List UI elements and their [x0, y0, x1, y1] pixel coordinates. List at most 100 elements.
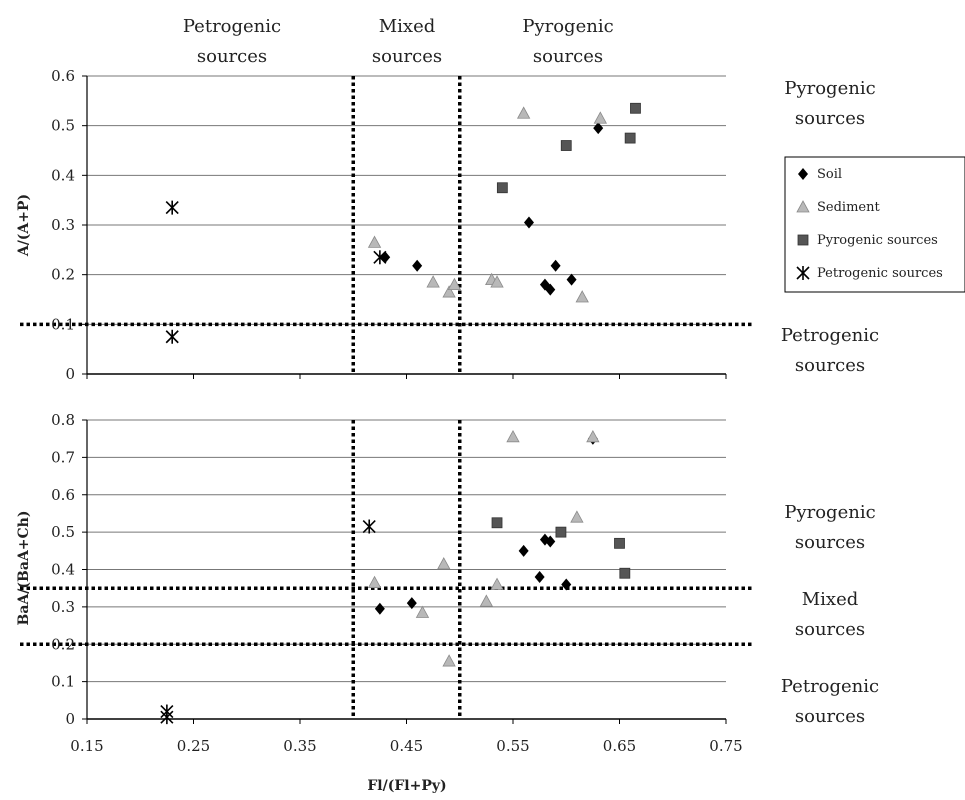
- bottom-y-tick-label: 0.2: [51, 635, 75, 653]
- bottom-point-square: [619, 567, 631, 579]
- header-petrogenic-line2: sources: [197, 46, 267, 67]
- bottom-point-triangle: [367, 575, 382, 588]
- bottom-mixed-label-line2: sources: [795, 619, 865, 640]
- x-axis-label: Fl/(Fl+Py): [367, 778, 446, 794]
- bottom-petrogenic-label-line1: Petrogenic: [781, 676, 879, 697]
- top-thresholds: [20, 76, 752, 374]
- top-petrogenic-label-line1: Petrogenic: [781, 325, 879, 346]
- bottom-point-asterisk: [362, 519, 376, 534]
- x-tick-label: 0.45: [390, 737, 423, 755]
- top-point-asterisk: [373, 250, 387, 265]
- bottom-point-square: [491, 517, 503, 529]
- top-point-square: [560, 140, 572, 151]
- bottom-point-diamond: [518, 544, 529, 557]
- top-panel: 0 0.1 0.2 0.3 0.4 0.5 0.6 A/(A+P): [16, 67, 752, 383]
- bottom-x-ticks: 0.15 0.25 0.35 0.45 0.55 0.65 0.75: [70, 719, 743, 755]
- top-point-square: [630, 102, 641, 114]
- bottom-point-triangle: [506, 429, 520, 443]
- header-labels: Petrogenic sources Mixed sources Pyrogen…: [183, 16, 614, 67]
- legend-label: Soil: [817, 167, 842, 182]
- bottom-petrogenic-label-line2: sources: [795, 706, 865, 727]
- bottom-point-asterisk: [160, 710, 174, 725]
- bottom-point-diamond: [534, 570, 545, 583]
- top-y-tick-label: 0.4: [51, 166, 75, 184]
- top-point-diamond: [566, 273, 577, 286]
- bottom-point-diamond: [545, 535, 556, 548]
- bottom-point-triangle: [479, 594, 494, 607]
- bottom-y-tick-label: 0.4: [51, 561, 75, 579]
- bottom-y-tick-label: 0.1: [51, 673, 75, 691]
- bottom-pyrogenic-label-line2: sources: [795, 532, 865, 553]
- legend-box: [784, 156, 965, 293]
- x-tick-label: 0.25: [177, 737, 210, 755]
- bottom-y-tick-label: 0.3: [51, 598, 75, 616]
- top-axes: [86, 76, 727, 379]
- top-petrogenic-label-line2: sources: [795, 355, 865, 376]
- top-point-triangle: [516, 106, 531, 119]
- bottom-panel: 00.10.20.30.40.50.60.70.8 0.15 0.25 0.35 0.…: [16, 411, 752, 794]
- legend-label: Sediment: [817, 200, 880, 215]
- bottom-thresholds: [20, 420, 752, 719]
- top-point-diamond: [550, 259, 561, 272]
- top-point-triangle: [490, 275, 504, 288]
- legend-label: Petrogenic sources: [817, 266, 943, 281]
- bottom-y-tick-label: 0.5: [51, 523, 75, 541]
- bottom-y-tick-label: 0: [65, 710, 75, 728]
- legend: Soil Sediment Pyrogenic sources Petrogenic …: [784, 156, 965, 293]
- bottom-y-ticks: 0 0.1 0.2 0.3 0.4 0.5 0.6 0.7 0.8: [51, 411, 87, 728]
- bottom-point-triangle: [415, 605, 430, 618]
- top-y-ticks: 0 0.1 0.2 0.3 0.4 0.5 0.6: [51, 67, 87, 383]
- bottom-point-triangle: [490, 577, 504, 590]
- bottom-point-diamond: [406, 597, 417, 610]
- top-pyrogenic-label-line2: sources: [795, 108, 865, 129]
- top-point-asterisk: [165, 200, 179, 215]
- header-pyrogenic-line2: sources: [533, 46, 603, 67]
- top-point-diamond: [523, 216, 534, 229]
- top-point-asterisk: [165, 329, 179, 344]
- bottom-y-tick-label: 0.7: [51, 448, 75, 466]
- x-tick-label: 0.35: [283, 737, 316, 755]
- x-tick-label: 0.65: [603, 737, 636, 755]
- x-tick-label: 0.75: [709, 737, 742, 755]
- top-point-diamond: [545, 283, 556, 296]
- top-y-tick-label: 0.5: [51, 117, 75, 135]
- top-pyrogenic-label-line1: Pyrogenic: [784, 78, 875, 99]
- bottom-point-square: [555, 526, 567, 538]
- bottom-point-triangle: [442, 654, 456, 667]
- bottom-point-square: [614, 537, 625, 549]
- header-mixed-line2: sources: [372, 46, 442, 67]
- bottom-mixed-label-line1: Mixed: [802, 589, 859, 610]
- bottom-pyrogenic-label-line1: Pyrogenic: [784, 502, 875, 523]
- legend-label: Pyrogenic sources: [817, 233, 938, 248]
- top-y-tick-label: 0.3: [51, 216, 75, 234]
- header-pyrogenic-line1: Pyrogenic: [522, 16, 613, 37]
- bottom-grid: [87, 419, 726, 683]
- legend-marker-asterisk: [796, 266, 810, 280]
- top-point-triangle: [593, 111, 608, 124]
- legend-marker-triangle: [796, 200, 810, 213]
- header-petrogenic-line1: Petrogenic: [183, 16, 281, 37]
- bottom-point-triangle: [437, 557, 451, 570]
- legend-marker-diamond: [798, 168, 808, 180]
- bottom-points: [160, 429, 631, 725]
- legend-marker-square: [797, 234, 809, 246]
- header-mixed-line1: Mixed: [379, 16, 436, 37]
- top-y-tick-label: 0.2: [51, 266, 75, 284]
- bottom-point-diamond: [374, 602, 385, 615]
- top-point-triangle: [442, 285, 456, 298]
- top-point-square: [624, 132, 636, 144]
- x-tick-label: 0.15: [70, 737, 103, 755]
- top-point-triangle: [575, 290, 589, 303]
- x-tick-label: 0.55: [496, 737, 529, 755]
- bottom-y-axis-label: BaA/(BaA+Ch): [16, 511, 32, 626]
- bottom-y-tick-label: 0.6: [51, 486, 75, 504]
- top-point-square: [496, 182, 508, 194]
- top-points: [165, 102, 641, 344]
- top-point-triangle: [426, 275, 440, 288]
- top-point-triangle: [447, 277, 462, 291]
- top-y-tick-label: 0: [65, 365, 75, 383]
- bottom-point-triangle: [570, 510, 584, 523]
- top-y-tick-label: 0.6: [51, 67, 75, 85]
- top-point-diamond: [412, 259, 423, 272]
